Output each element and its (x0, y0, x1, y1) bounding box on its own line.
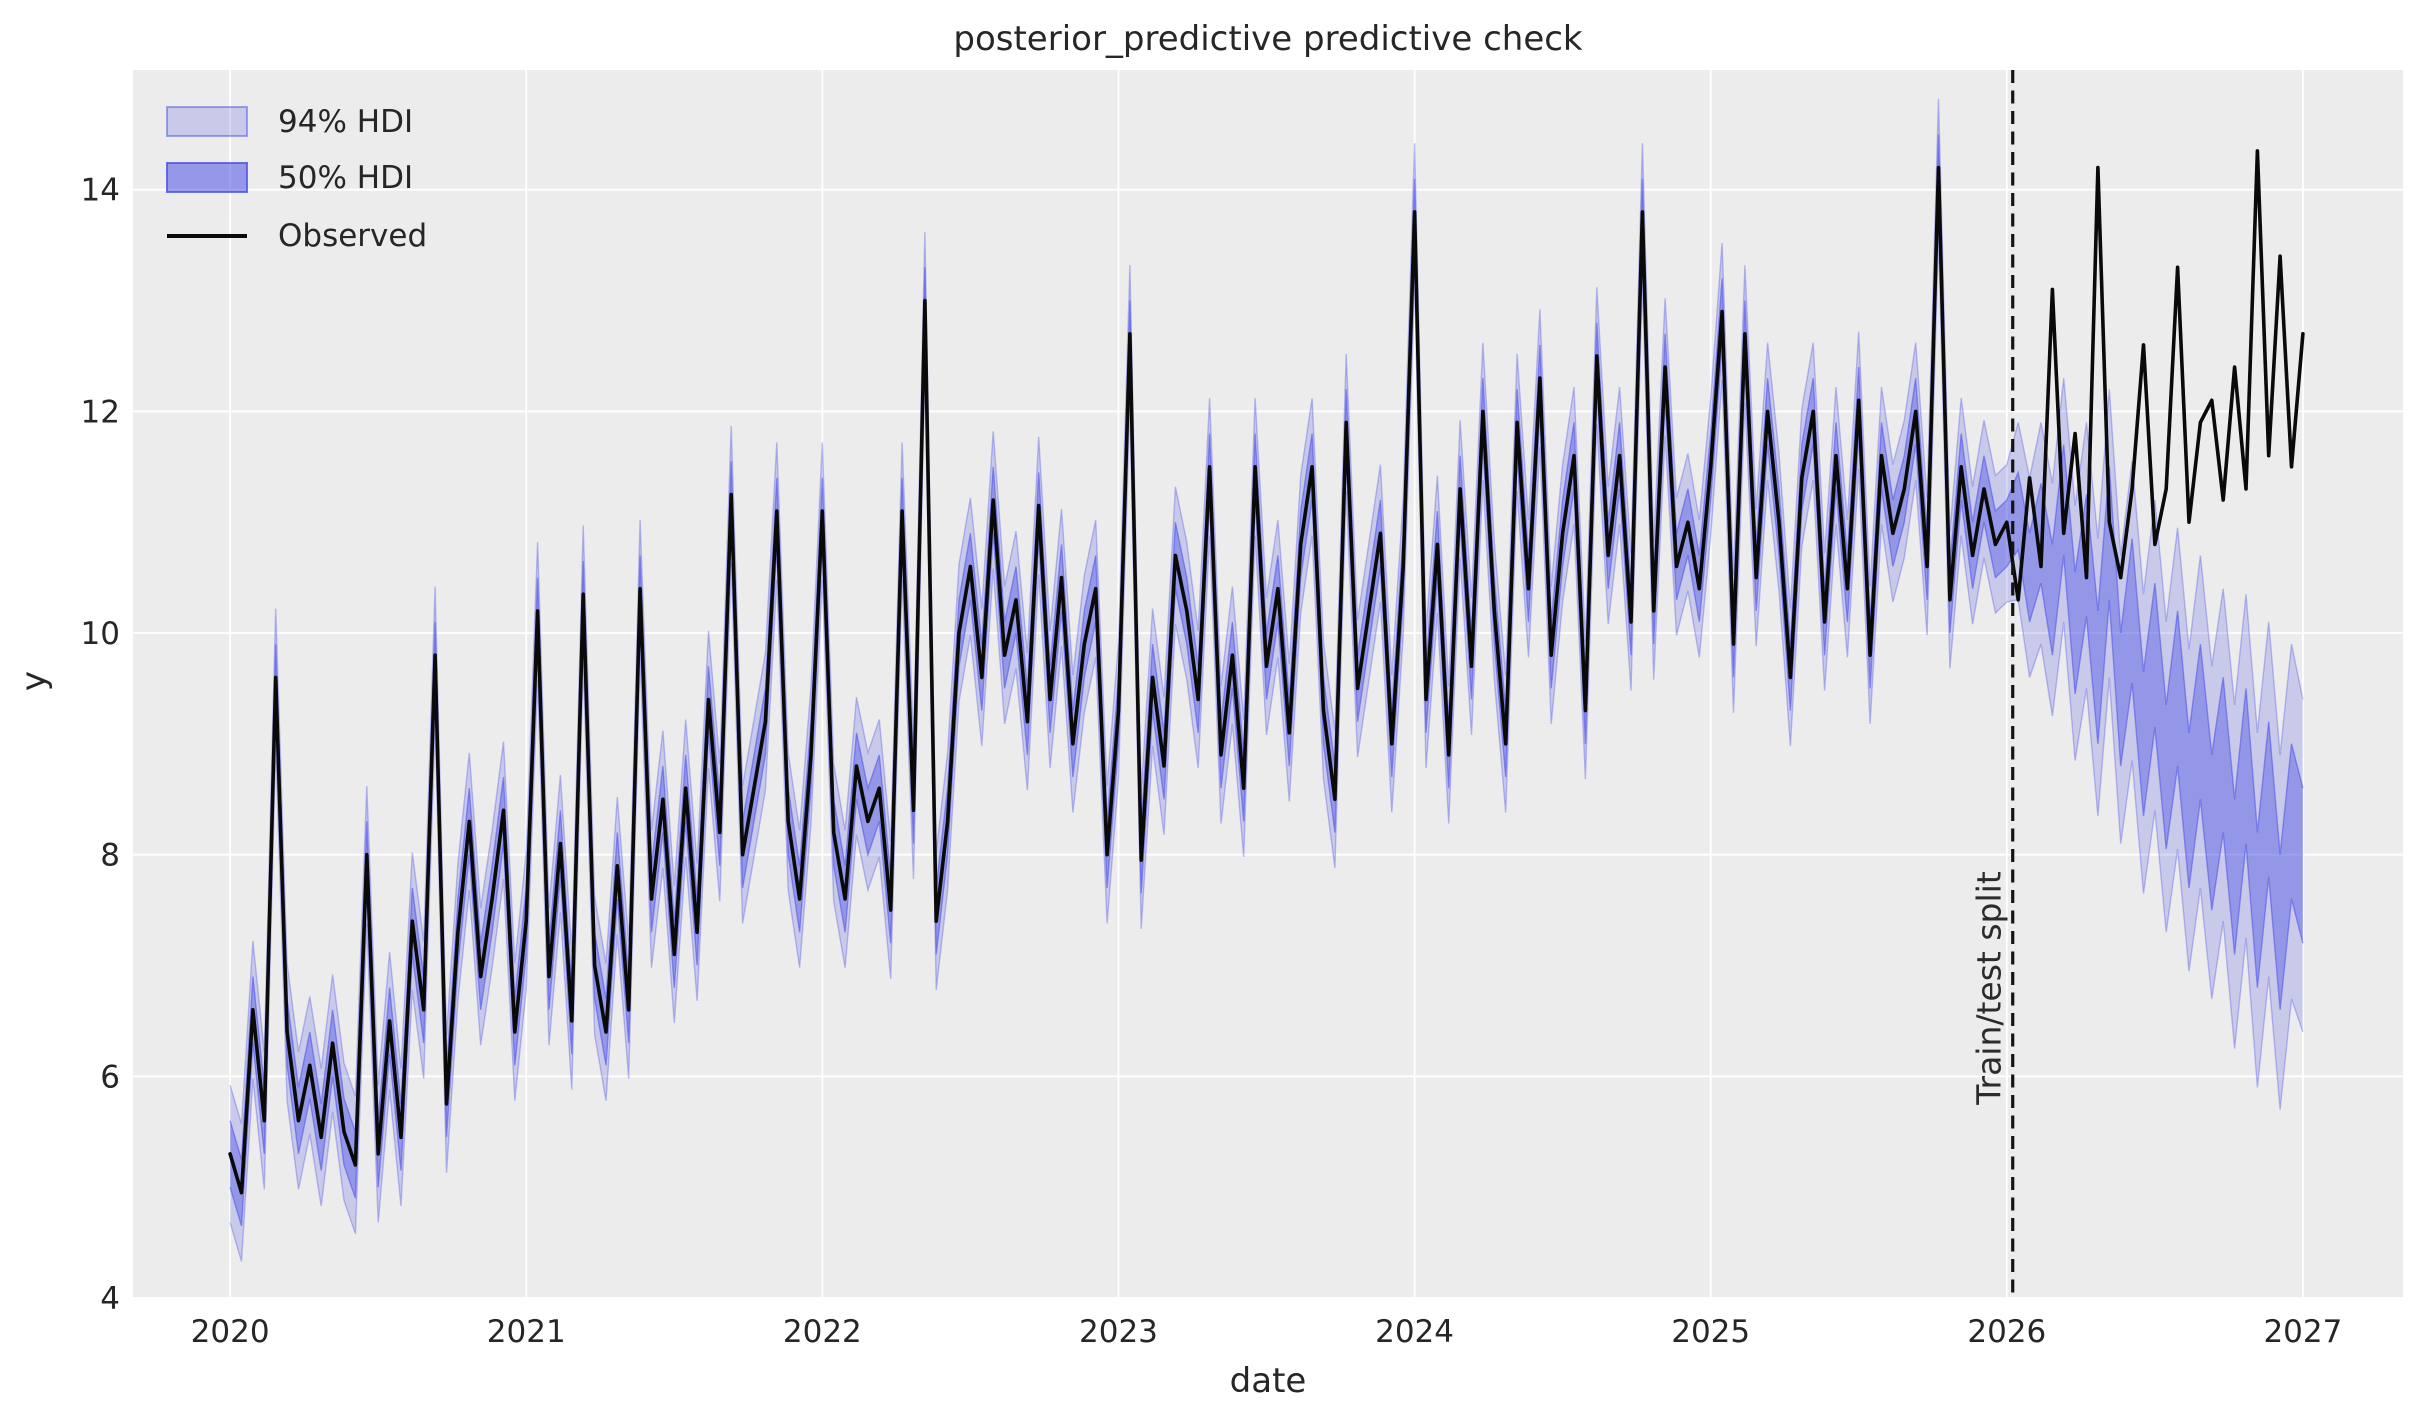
y-tick-label: 4 (100, 1281, 120, 1317)
hdi-94-lower-edge (229, 236, 2304, 1262)
x-tick-label: 2025 (1671, 1314, 1750, 1350)
legend-50-hdi-swatch (166, 162, 248, 193)
x-tick-label: 2022 (783, 1314, 862, 1350)
y-axis-label: y (14, 671, 54, 691)
train-test-split-label: Train/test split (1970, 871, 2009, 1106)
y-tick-label: 14 (81, 173, 120, 209)
y-tick-label: 6 (100, 1059, 120, 1095)
legend: 94% HDI 50% HDI Observed (166, 104, 427, 254)
observed-line (228, 149, 2305, 1195)
hdi-94-upper-edge (229, 98, 2304, 1125)
legend-94-hdi-swatch (166, 106, 248, 137)
x-tick-label: 2024 (1375, 1314, 1454, 1350)
x-tick-label: 2021 (487, 1314, 566, 1350)
legend-observed-label: Observed (278, 218, 427, 254)
y-tick-label: 10 (81, 616, 120, 652)
hdi-50-band (230, 134, 2303, 1226)
hdi-94-band (230, 98, 2303, 1262)
x-tick-label: 2020 (191, 1314, 270, 1350)
y-tick-label: 8 (100, 838, 120, 874)
chart-title: posterior_predictive predictive check (953, 19, 1583, 59)
legend-94-hdi-label: 94% HDI (278, 104, 413, 140)
plot-area (133, 70, 2403, 1298)
x-tick-label: 2023 (1079, 1314, 1158, 1350)
legend-50-hdi-label: 50% HDI (278, 160, 413, 196)
gridlines (133, 70, 2403, 1299)
x-tick-label: 2026 (1967, 1314, 2046, 1350)
x-tick-label: 2027 (2263, 1314, 2342, 1350)
x-axis-label: date (1230, 1361, 1307, 1401)
axis-tick-labels: 2020 2021 2022 2023 2024 2025 2026 2027 4 6 8 10 12 1… (81, 173, 2343, 1350)
series-group (228, 98, 2305, 1262)
y-tick-label: 12 (81, 394, 120, 430)
